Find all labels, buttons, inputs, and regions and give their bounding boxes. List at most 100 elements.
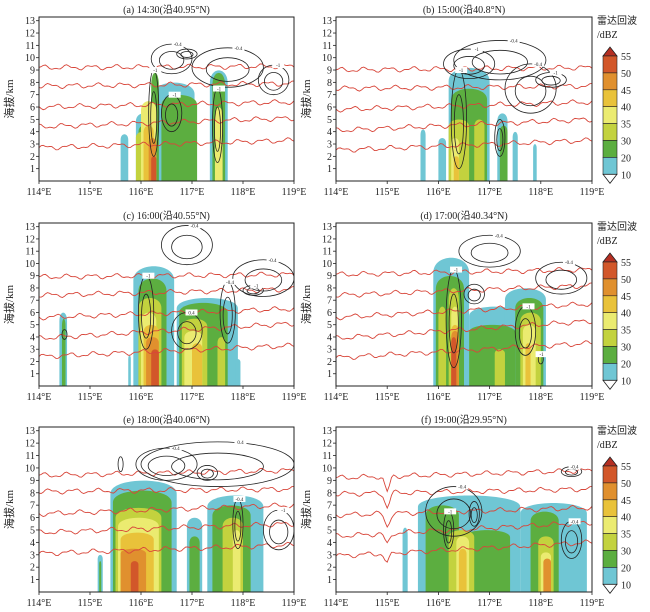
y-tick-label: 13 — [322, 222, 332, 233]
x-tick-label: 115°E — [78, 392, 103, 403]
contour-line — [443, 48, 496, 80]
y-tick-label: 9 — [327, 476, 332, 487]
y-tick-label: 3 — [30, 140, 35, 151]
y-tick-label: 5 — [327, 320, 332, 331]
colorbar-tick-label: 30 — [621, 137, 631, 148]
contour-line — [468, 501, 480, 527]
reflectivity-cell-45dbz — [543, 558, 552, 592]
contour-label: -1 — [459, 69, 464, 74]
contour-line — [453, 56, 485, 75]
contour-line — [504, 63, 557, 114]
y-tick-label: 7 — [30, 501, 35, 512]
x-tick-label: 116°E — [129, 598, 154, 609]
y-tick-label: 10 — [25, 463, 35, 474]
y-tick-label: 7 — [327, 90, 332, 101]
y-tick-label: 3 — [30, 550, 35, 561]
colorbar-tick-label: 35 — [621, 326, 631, 337]
reflectivity-cell-30dbz — [494, 349, 505, 386]
y-tick-label: 8 — [30, 78, 35, 89]
contour-line — [117, 456, 124, 473]
y-tick-label: 4 — [327, 538, 332, 549]
contour-label-bg — [169, 445, 182, 452]
contour-label: -1 — [539, 353, 544, 358]
contour-line — [196, 465, 218, 481]
reflectivity-cell-10dbz — [235, 359, 241, 386]
contour-label-bg — [232, 44, 245, 51]
contour-line — [191, 47, 264, 88]
contour-label-bg — [535, 351, 548, 358]
contour-line — [496, 128, 504, 152]
x-tick-label: 116°E — [129, 392, 154, 403]
contour-label: -0.4 — [510, 39, 518, 44]
plot-area: -0.4 -1 -0.4 -1 -1 — [336, 37, 592, 181]
reflectivity-cell-20dbz — [189, 536, 200, 592]
contour-line — [222, 296, 233, 335]
contour-label: -1 — [173, 94, 178, 99]
contour-line — [150, 91, 158, 144]
y-tick-label: 11 — [322, 451, 332, 462]
colorbar-segment-50 — [602, 261, 618, 280]
y-tick-label: 9 — [327, 271, 332, 282]
red-isoline — [336, 301, 592, 321]
contour-line — [448, 293, 459, 354]
colorbar-segment-20 — [602, 140, 618, 158]
contour-line — [141, 293, 152, 339]
plot-area: -0.4 -0.4 -1 -1 0.4 -0.4 — [39, 223, 294, 386]
colorbar-tick-label: 20 — [621, 563, 631, 574]
colorbar-max-triangle — [602, 456, 618, 467]
contour-line — [160, 225, 213, 266]
contour-label: -1 — [276, 64, 281, 69]
y-tick-label: 6 — [30, 103, 35, 114]
contour-label: -1 — [146, 275, 151, 280]
contour-label-bg — [185, 309, 198, 316]
y-tick-label: 10 — [25, 259, 35, 270]
x-tick-label: 118°E — [231, 598, 256, 609]
contour-label: -0.4 — [191, 224, 199, 229]
colorbar-segment-10 — [602, 157, 618, 175]
x-tick-label: 118°E — [528, 187, 553, 198]
colorbar-min-triangle — [602, 173, 618, 184]
reflectivity-cell-40dbz — [458, 548, 467, 592]
contour-label: -0.4 — [269, 259, 277, 264]
colorbar-tick-label: 40 — [621, 513, 631, 524]
red-isoline — [39, 99, 294, 111]
contour-line — [234, 510, 242, 542]
contour-label-bg — [213, 85, 226, 92]
y-tick-label: 12 — [25, 234, 35, 245]
x-tick-label: 116°E — [426, 598, 451, 609]
colorbar-tick-label: 10 — [621, 580, 631, 591]
contour-line — [453, 40, 547, 81]
contour-label: -1 — [475, 48, 480, 53]
contour-label-bg — [492, 232, 505, 239]
contour-line — [269, 519, 289, 545]
colorbar-tick-label: 50 — [621, 69, 631, 80]
panel-d: -0.4-0.4-1-1-1(d) 17:00(沿40.34°N)1234567… — [299, 210, 637, 403]
contour-label: 0.4 — [237, 441, 244, 446]
y-tick-label: 3 — [327, 550, 332, 561]
contour-label: -0.4 — [174, 43, 182, 48]
plot-area: -0.4 -0.4 -1 -1 -1 -1 — [39, 41, 294, 181]
colorbar-max-triangle — [602, 46, 618, 57]
red-isoline — [336, 137, 592, 153]
y-tick-label: 10 — [25, 53, 35, 64]
contour-label: -0.4 — [226, 281, 234, 286]
contour-label: -1 — [448, 510, 453, 515]
contour-label: -1 — [254, 285, 259, 290]
contour-label-bg — [266, 256, 279, 263]
colorbar-tick-label: 10 — [621, 170, 631, 181]
x-tick-label: 116°E — [426, 187, 451, 198]
contour-label-bg — [522, 303, 535, 310]
contour-label-bg — [562, 259, 575, 266]
y-axis-label: 海拔/km — [299, 490, 313, 530]
y-tick-label: 4 — [327, 127, 332, 138]
reflectivity-cell-50dbz — [151, 349, 159, 386]
colorbar-min-triangle — [602, 583, 618, 594]
x-tick-label: 117°E — [180, 187, 205, 198]
colorbar-segment-20 — [602, 550, 618, 568]
panel-e: -0.4 0.4 -1 -0.4 (e) 18:00(沿40.06°N) 12 34 567 8… — [2, 414, 306, 609]
contour-label: -1 — [281, 509, 286, 514]
y-axis-label: 海拔/km — [2, 490, 16, 530]
colorbar: 雷达回波/dBZ 10 20 30 35 40 45 50 55 — [597, 424, 637, 594]
red-isoline — [39, 137, 294, 151]
contour-label-bg — [142, 272, 155, 279]
